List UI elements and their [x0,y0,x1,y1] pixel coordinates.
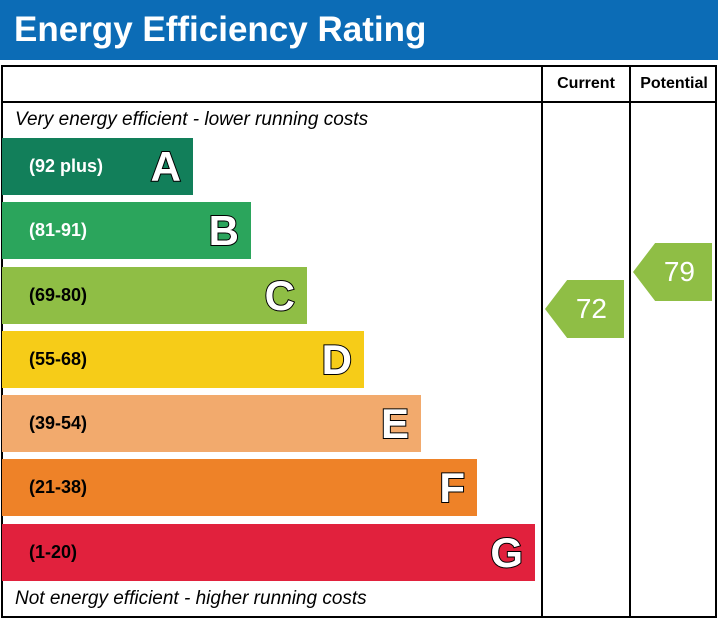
column-header-current: Current [557,75,615,92]
band-range-label: (92 plus) [29,156,104,176]
band-d: (55-68) D [2,331,364,388]
band-f: (21-38) F [2,459,477,516]
band-range-label: (1-20) [29,542,78,562]
band-letter: C [264,271,296,320]
band-letter: D [321,335,353,384]
top-note: Very energy efficient - lower running co… [15,109,369,130]
band-letter: F [438,463,466,512]
band-range-label: (69-80) [29,285,88,305]
band-range-label: (55-68) [29,349,88,369]
band-range-label: (39-54) [29,413,88,433]
band-letter: A [150,142,182,191]
band-b: (81-91) B [2,202,251,259]
band-letter: E [380,399,410,448]
band-g: (1-20) G [2,524,535,581]
header-divider [1,101,717,103]
band-letter: G [489,528,524,577]
column-header-potential: Potential [640,75,708,92]
band-range-label: (21-38) [29,477,88,497]
band-letter: B [208,206,240,255]
column-divider-potential [629,65,631,618]
band-e: (39-54) E [2,395,421,452]
band-range-label: (81-91) [29,220,88,240]
band-c: (69-80) C [2,267,307,324]
column-divider-current [541,65,543,618]
band-a: (92 plus) A [2,138,193,195]
chart-title: Energy Efficiency Rating [0,0,718,60]
bottom-note: Not energy efficient - higher running co… [15,588,367,609]
